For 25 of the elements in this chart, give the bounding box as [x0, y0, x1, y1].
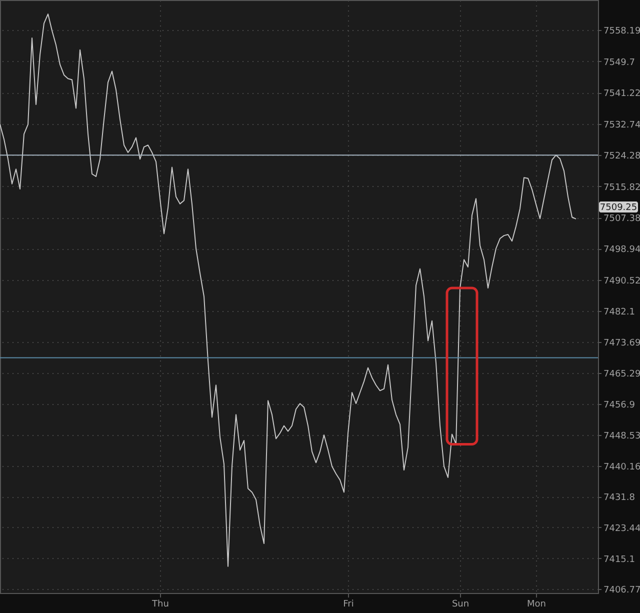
y-tick-label: 7549.7 [604, 58, 635, 68]
x-tick-label: Mon [527, 600, 546, 610]
y-tick-label: 7440.16 [604, 462, 640, 472]
y-tick-label: 7431.8 [604, 493, 636, 504]
y-tick-label: 7490.52 [604, 276, 640, 286]
y-tick-label: 7498.94 [604, 245, 640, 256]
line-series [0, 14, 576, 567]
y-tick-label: 7482.1 [604, 307, 635, 318]
y-tick-label: 7515.82 [604, 182, 640, 193]
x-tick-label: Thu [151, 600, 169, 610]
y-tick-label: 7532.74 [604, 120, 640, 130]
text: 7509.25 [600, 202, 638, 213]
y-tick-label: 7558.19 [604, 26, 640, 36]
x-tick-label: Sun [452, 600, 470, 610]
y-tick-label: 7406.77 [604, 586, 640, 596]
y-tick-label: 7473.69 [604, 338, 640, 348]
y-tick-label: 7541.22 [604, 89, 640, 100]
y-tick-label: 7415.1 [604, 554, 635, 565]
y-tick-label: 7507.38 [604, 214, 640, 224]
y-tick-label: 7448.53 [604, 431, 640, 442]
y-tick-label: 7423.44 [604, 524, 640, 534]
x-tick-label: Fri [343, 600, 354, 610]
y-tick-label: 7524.28 [604, 152, 640, 162]
y-tick-label: 7465.29 [604, 369, 640, 380]
y-tick-label: 7456.9 [604, 400, 636, 410]
